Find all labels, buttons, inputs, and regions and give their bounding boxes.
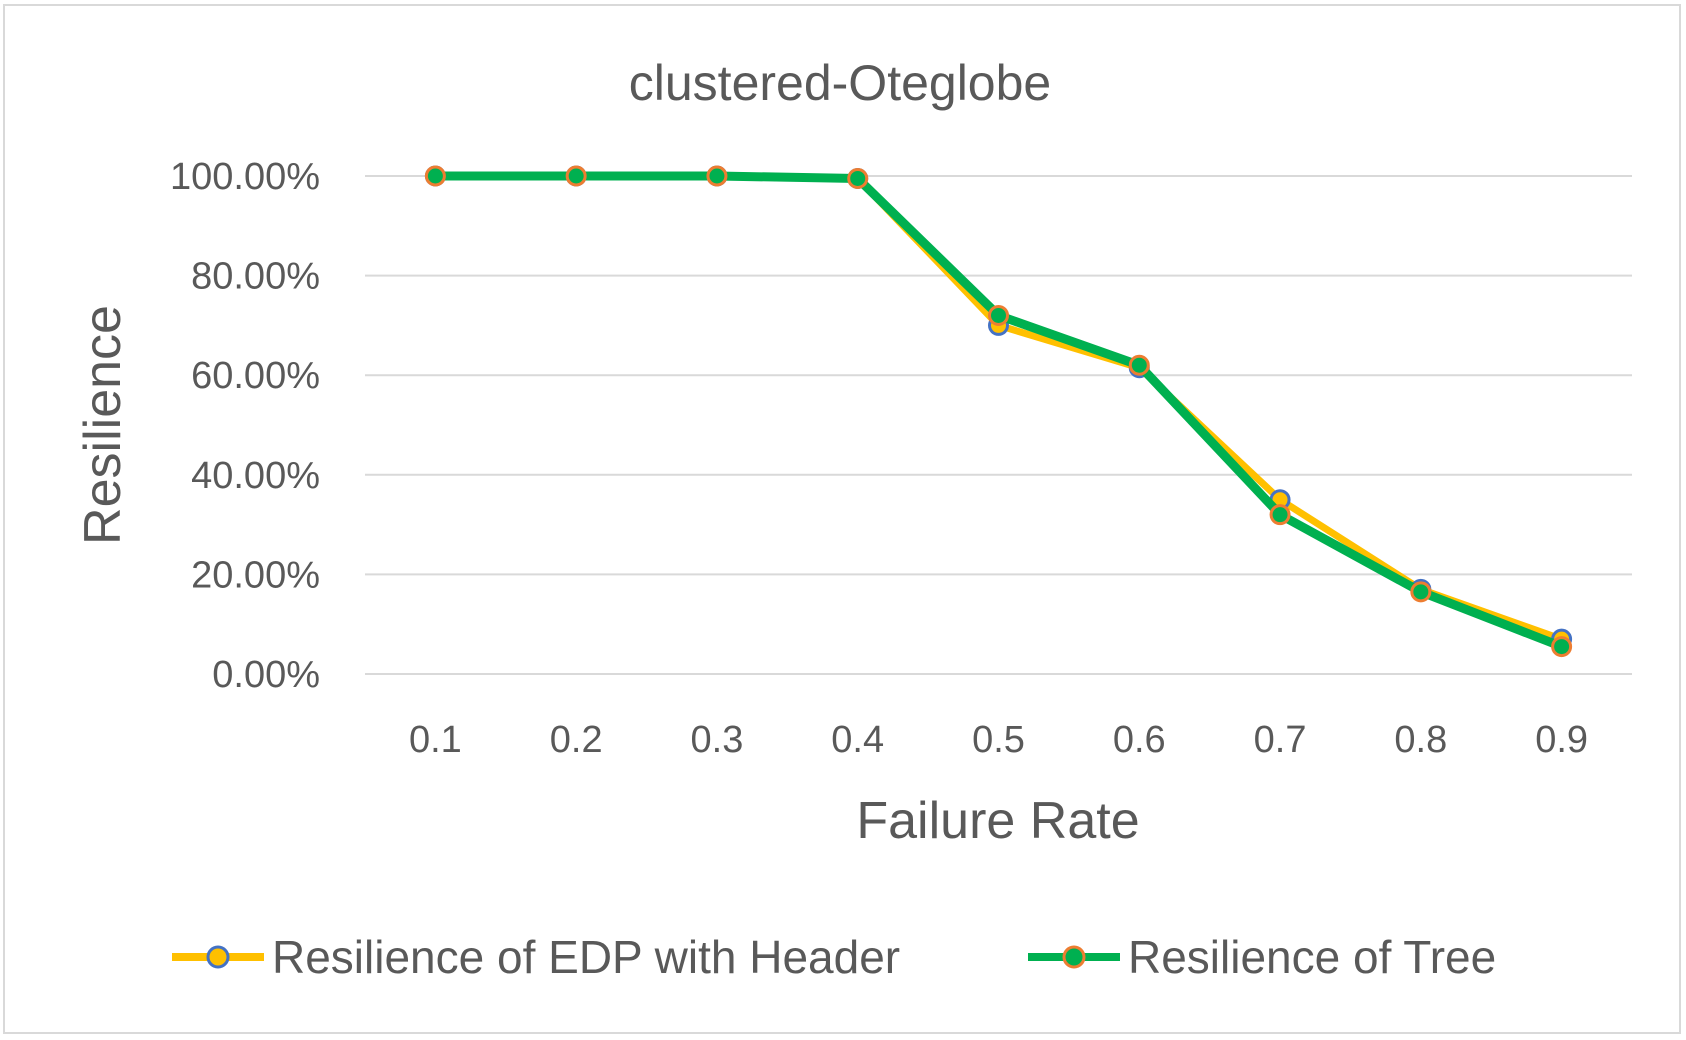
y-tick-label: 20.00% — [191, 554, 320, 596]
chart-title: clustered-Oteglobe — [629, 55, 1051, 111]
data-point[interactable] — [424, 165, 446, 187]
x-tick-label: 0.6 — [1113, 719, 1166, 761]
data-point[interactable] — [988, 304, 1009, 326]
data-point[interactable] — [1551, 636, 1573, 658]
x-tick-label: 0.8 — [1394, 719, 1447, 761]
y-axis-ticks: 0.00% 20.00% 40.00% 60.00% 80.00% 100.00% — [170, 156, 320, 696]
legend-marker — [1062, 945, 1086, 969]
x-tick-label: 0.5 — [972, 719, 1025, 761]
legend-label: Resilience of EDP with Header — [272, 931, 900, 983]
x-axis-title: Failure Rate — [856, 792, 1139, 850]
x-tick-label: 0.4 — [831, 719, 884, 761]
x-tick-label: 0.1 — [409, 719, 462, 761]
series-line — [430, 171, 1567, 652]
data-point[interactable] — [565, 165, 587, 187]
data-point[interactable] — [847, 167, 869, 189]
legend[interactable]: Resilience of EDP with Header Resilience … — [172, 931, 1496, 983]
x-tick-label: 0.7 — [1254, 719, 1307, 761]
y-tick-label: 100.00% — [170, 156, 320, 198]
y-tick-label: 40.00% — [191, 455, 320, 497]
legend-item-2[interactable]: Resilience of Tree — [1028, 931, 1496, 983]
legend-label: Resilience of Tree — [1128, 931, 1496, 983]
gridlines — [365, 175, 1632, 675]
x-tick-label: 0.3 — [691, 719, 744, 761]
series-layer — [424, 165, 1573, 658]
series-line — [431, 172, 1566, 643]
legend-marker — [206, 945, 230, 969]
legend-item-1[interactable]: Resilience of EDP with Header — [172, 931, 900, 983]
data-point[interactable] — [1410, 581, 1432, 603]
data-point[interactable] — [1128, 354, 1150, 376]
x-tick-label: 0.2 — [550, 719, 603, 761]
y-axis-title: Resilience — [74, 305, 132, 545]
data-point[interactable] — [1269, 504, 1291, 526]
y-tick-label: 60.00% — [191, 355, 320, 397]
x-axis-ticks: 0.1 0.2 0.3 0.4 0.5 0.6 0.7 0.8 0.9 — [409, 719, 1588, 761]
y-tick-label: 80.00% — [191, 256, 320, 298]
data-point[interactable] — [706, 165, 728, 187]
series-2 — [424, 165, 1573, 658]
y-tick-label: 0.00% — [212, 654, 320, 696]
x-tick-label: 0.9 — [1535, 719, 1588, 761]
